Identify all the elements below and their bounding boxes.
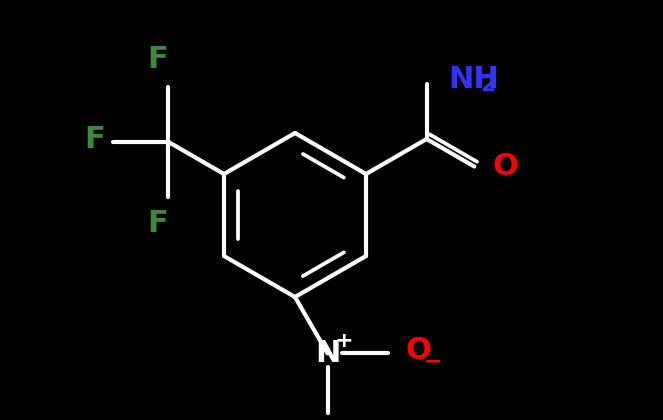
Text: N: N bbox=[315, 339, 340, 368]
Text: O: O bbox=[492, 152, 518, 181]
Text: F: F bbox=[147, 208, 168, 237]
Text: O: O bbox=[406, 336, 432, 365]
Text: NH: NH bbox=[449, 65, 499, 94]
Text: −: − bbox=[424, 351, 442, 371]
Text: F: F bbox=[147, 45, 168, 74]
Text: 2: 2 bbox=[481, 75, 496, 95]
Text: F: F bbox=[84, 125, 105, 154]
Text: +: + bbox=[334, 331, 353, 351]
